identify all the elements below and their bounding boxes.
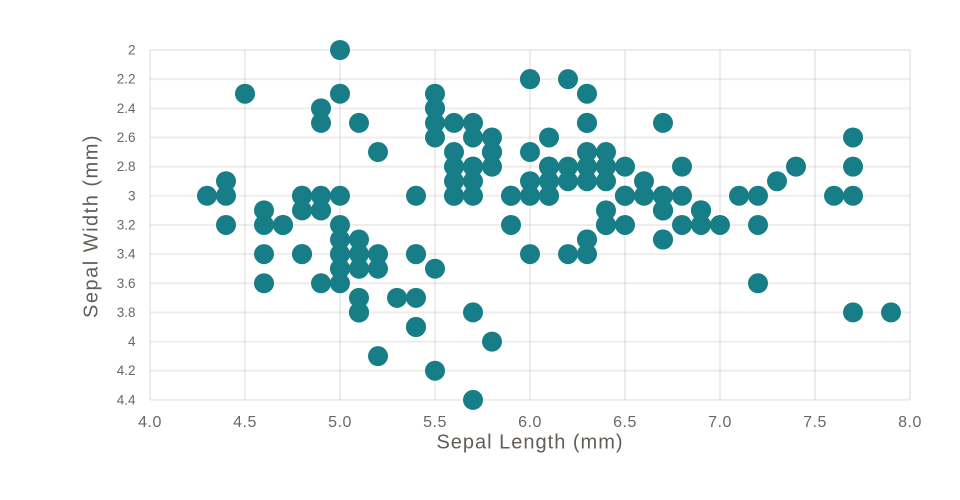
svg-text:2.8: 2.8 [117, 159, 136, 174]
svg-text:8.0: 8.0 [898, 414, 922, 431]
svg-text:3.2: 3.2 [117, 217, 136, 232]
svg-text:5.0: 5.0 [328, 414, 352, 431]
svg-text:Sepal Width (mm): Sepal Width (mm) [81, 134, 103, 318]
svg-text:3.4: 3.4 [117, 247, 136, 262]
svg-text:5.5: 5.5 [423, 414, 447, 431]
svg-text:2.2: 2.2 [117, 72, 136, 87]
svg-text:6.0: 6.0 [518, 414, 542, 431]
svg-text:3.6: 3.6 [117, 276, 136, 291]
svg-text:Sepal Length (mm): Sepal Length (mm) [436, 432, 623, 454]
svg-text:3.8: 3.8 [117, 305, 136, 320]
svg-text:2: 2 [128, 43, 136, 58]
svg-text:4.5: 4.5 [233, 414, 257, 431]
svg-text:6.5: 6.5 [613, 414, 637, 431]
svg-text:3: 3 [128, 188, 136, 203]
svg-text:7.5: 7.5 [803, 414, 827, 431]
svg-text:2.6: 2.6 [117, 130, 136, 145]
svg-text:4.0: 4.0 [138, 414, 162, 431]
svg-text:4: 4 [128, 334, 136, 349]
svg-text:7.0: 7.0 [708, 414, 732, 431]
svg-text:2.4: 2.4 [117, 101, 136, 116]
svg-text:4.2: 4.2 [117, 363, 136, 378]
svg-text:4.4: 4.4 [117, 392, 136, 407]
